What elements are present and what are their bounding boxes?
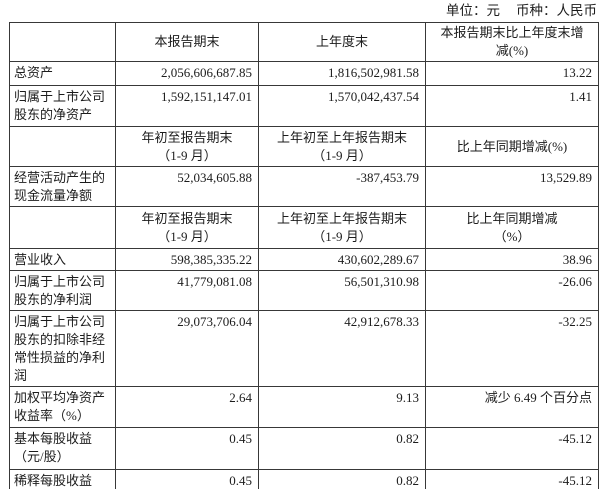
change-value: -45.12	[425, 427, 599, 470]
current-value: 0.45	[115, 469, 259, 489]
table-row-total-assets: 总资产 2,056,606,687.85 1,816,502,981.58 13…	[9, 61, 599, 86]
current-value: 2,056,606,687.85	[115, 61, 259, 86]
prior-value: 56,501,310.98	[258, 270, 426, 311]
row-label: 加权平均净资产 收益率（%）	[9, 386, 116, 428]
header-ytd-prior: 上年初至上年报告期末 （1-9 月）	[258, 206, 426, 249]
header-yoy-change: 比上年同期增减 （%）	[425, 206, 599, 249]
prior-value: 0.82	[258, 427, 426, 470]
unit-currency-line: 单位：元 币种：人民币	[9, 2, 599, 20]
table-row-net-profit: 归属于上市公司 股东的净利润 41,779,081.08 56,501,310.…	[9, 270, 599, 311]
prior-value: 430,602,289.67	[258, 248, 426, 271]
row-label: 基本每股收益 （元/股）	[9, 427, 116, 470]
table-row-revenue: 营业收入 598,385,335.22 430,602,289.67 38.96	[9, 248, 599, 271]
current-value: 41,779,081.08	[115, 270, 259, 311]
header-row-ytd-cashflow: 年初至报告期末 （1-9 月） 上年初至上年报告期末 （1-9 月） 比上年同期…	[9, 126, 599, 167]
change-value: -26.06	[425, 270, 599, 311]
change-value: 13,529.89	[425, 166, 599, 207]
prior-value: 0.82	[258, 469, 426, 489]
row-label: 总资产	[9, 61, 116, 86]
report-page: 单位：元 币种：人民币 本报告期末 上年度末 本报告期末比上年度末增 减(%) 总…	[9, 0, 599, 489]
header-ytd-prior: 上年初至上年报告期末 （1-9 月）	[258, 126, 426, 167]
header-current-period-end: 本报告期末	[115, 22, 259, 62]
header-yoy-change: 比上年同期增减(%)	[425, 126, 599, 167]
header-ytd-current: 年初至报告期末 （1-9 月）	[115, 206, 259, 249]
table-row-net-profit-excl-nonrecurring: 归属于上市公司 股东的扣除非经 常性损益的净利 润 29,073,706.04 …	[9, 310, 599, 387]
header-empty-cell	[9, 206, 116, 249]
row-label: 营业收入	[9, 248, 116, 271]
row-label: 归属于上市公司 股东的扣除非经 常性损益的净利 润	[9, 310, 116, 387]
prior-value: -387,453.79	[258, 166, 426, 207]
prior-value: 42,912,678.33	[258, 310, 426, 387]
key-financials-table: 本报告期末 上年度末 本报告期末比上年度末增 减(%) 总资产 2,056,60…	[9, 22, 599, 489]
currency-label: 币种：人民币	[516, 3, 597, 18]
row-label: 归属于上市公司 股东的净利润	[9, 270, 116, 311]
prior-value: 1,570,042,437.54	[258, 85, 426, 127]
unit-label: 单位：元	[446, 3, 500, 18]
table-row-net-assets: 归属于上市公司 股东的净资产 1,592,151,147.01 1,570,04…	[9, 85, 599, 127]
change-value: -45.12	[425, 469, 599, 489]
header-row-ytd-income: 年初至报告期末 （1-9 月） 上年初至上年报告期末 （1-9 月） 比上年同期…	[9, 206, 599, 249]
change-value: -32.25	[425, 310, 599, 387]
current-value: 2.64	[115, 386, 259, 428]
table-row-weighted-avg-roe: 加权平均净资产 收益率（%） 2.64 9.13 减少 6.49 个百分点	[9, 386, 599, 428]
current-value: 598,385,335.22	[115, 248, 259, 271]
current-value: 0.45	[115, 427, 259, 470]
current-value: 1,592,151,147.01	[115, 85, 259, 127]
prior-value: 9.13	[258, 386, 426, 428]
change-value: 13.22	[425, 61, 599, 86]
header-change-vs-prior-year-end: 本报告期末比上年度末增 减(%)	[425, 22, 599, 62]
change-value: 1.41	[425, 85, 599, 127]
header-row-period-end: 本报告期末 上年度末 本报告期末比上年度末增 减(%)	[9, 22, 599, 62]
change-value: 38.96	[425, 248, 599, 271]
table-row-operating-cash-flow: 经营活动产生的 现金流量净额 52,034,605.88 -387,453.79…	[9, 166, 599, 207]
table-row-diluted-eps: 稀释每股收益 0.45 0.82 -45.12	[9, 469, 599, 489]
header-empty-cell	[9, 22, 116, 62]
header-ytd-current: 年初至报告期末 （1-9 月）	[115, 126, 259, 167]
current-value: 29,073,706.04	[115, 310, 259, 387]
row-label: 归属于上市公司 股东的净资产	[9, 85, 116, 127]
prior-value: 1,816,502,981.58	[258, 61, 426, 86]
header-empty-cell	[9, 126, 116, 167]
current-value: 52,034,605.88	[115, 166, 259, 207]
header-prior-year-end: 上年度末	[258, 22, 426, 62]
row-label: 稀释每股收益	[9, 469, 116, 489]
change-value: 减少 6.49 个百分点	[425, 386, 599, 428]
table-row-basic-eps: 基本每股收益 （元/股） 0.45 0.82 -45.12	[9, 427, 599, 470]
row-label: 经营活动产生的 现金流量净额	[9, 166, 116, 207]
